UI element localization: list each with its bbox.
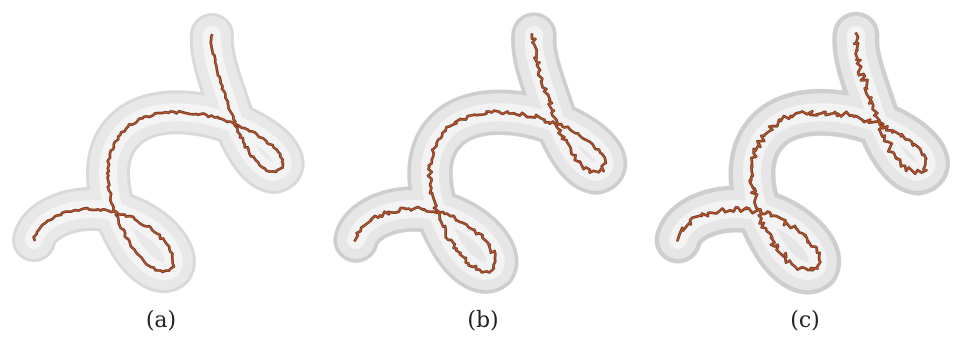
tube-highlight bbox=[347, 26, 614, 280]
caption-c: (c) bbox=[790, 308, 820, 333]
panel-c: (c) bbox=[644, 0, 966, 345]
tube-surface-b bbox=[333, 12, 627, 294]
tube-render-c bbox=[654, 11, 950, 295]
skeleton-curve-c bbox=[675, 31, 928, 272]
skeleton-curve-a bbox=[32, 33, 285, 274]
skeleton-line bbox=[33, 33, 284, 273]
caption-a: (a) bbox=[145, 308, 177, 333]
tube-render-a bbox=[12, 13, 305, 293]
caption-b: (b) bbox=[467, 308, 499, 333]
skeleton-curve-b bbox=[353, 33, 608, 274]
tube-surface-c bbox=[654, 11, 950, 295]
tube-render-b bbox=[333, 12, 627, 294]
skeleton-line bbox=[353, 33, 607, 274]
skeleton-line bbox=[676, 32, 927, 271]
panel-a: (a) bbox=[0, 0, 322, 345]
panel-b: (b) bbox=[322, 0, 644, 345]
tube-surface-a bbox=[12, 13, 305, 293]
tube-highlight bbox=[25, 26, 292, 280]
